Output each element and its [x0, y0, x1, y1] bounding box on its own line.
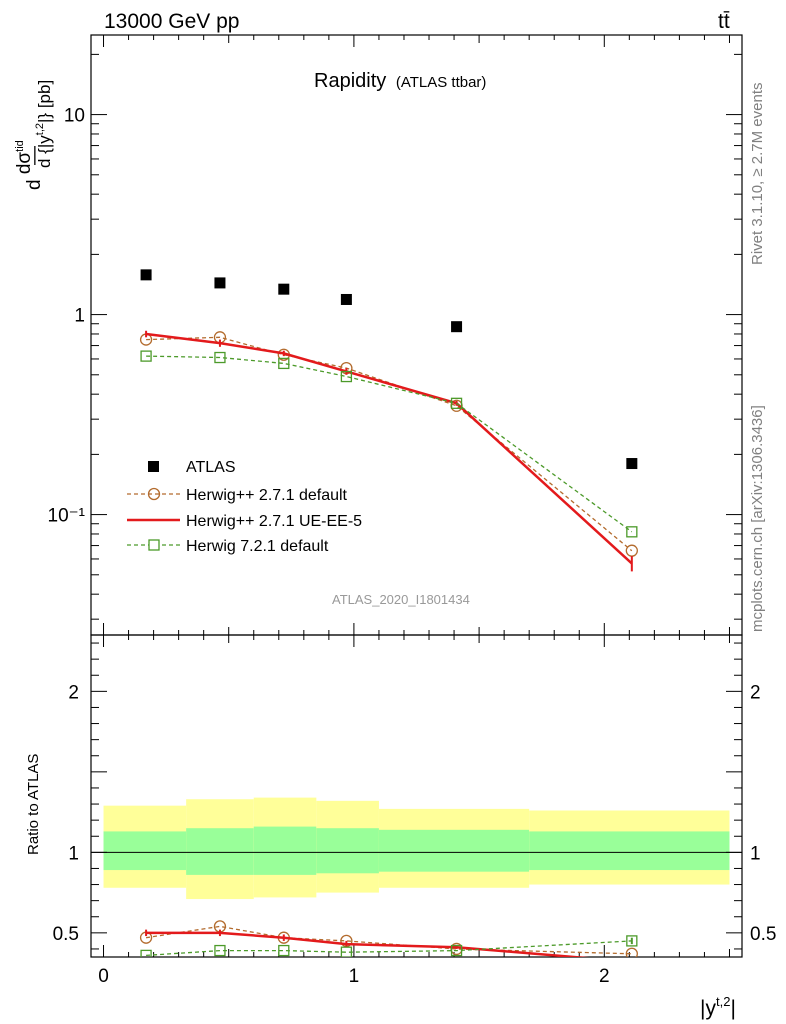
legend: ATLAS Herwig++ 2.7.1 default Herwig++ 2.… [127, 459, 362, 555]
main-line-herwig-2-7-1-ue-ee-5 [145, 332, 633, 565]
x-tick-label: 2 [599, 966, 610, 987]
legend-label-herwig-default: Herwig++ 2.7.1 default [186, 487, 348, 504]
chart-subtitle: (ATLAS ttbar) [396, 74, 487, 91]
y-tick-label-ratio-right: 2 [750, 682, 761, 703]
ratio-point-herwig-7-2-1-default [626, 935, 638, 947]
chart-title-main: Rapidity [314, 70, 386, 92]
y-tick-label-ratio: 0.5 [53, 924, 79, 945]
band-inner-bin [316, 828, 379, 874]
band-inner-bin [186, 828, 254, 875]
y-tick-label-main: 10 [64, 106, 85, 127]
band-inner-bin [378, 829, 530, 872]
y-tick-label-main: 1 [74, 306, 85, 327]
ratio-line-herwig-2-7-1-default [146, 925, 632, 955]
main-point-herwig-7-2-1-default [278, 357, 290, 370]
y-axis-label-main: d dσtid — d {|yt,2|} [pb] [7, 80, 54, 190]
y-tick-label-ratio-right: 0.5 [750, 924, 776, 945]
x-axis-label: |yt,2| [700, 994, 736, 1020]
legend-marker-atlas [148, 461, 159, 472]
y-ticks-main [91, 53, 742, 620]
main-point-herwig-7-2-1-default [450, 397, 463, 409]
main-point-herwig-7-2-1-default [626, 526, 638, 538]
y-tick-label-main: 10⁻¹ [48, 506, 86, 527]
y-ticks-ratio [91, 642, 742, 950]
main-point-atlas [214, 277, 226, 289]
ratio-series-group [139, 920, 638, 957]
main-point-herwig-7-2-1-default [214, 351, 226, 364]
y-tick-label-ratio: 1 [68, 843, 79, 864]
band-inner-bin [529, 831, 730, 871]
ratio-panel-frame [90, 634, 743, 958]
main-point-herwig-7-2-1-default [340, 370, 353, 383]
ratio-line-herwig-2-7-1-ue-ee-5 [146, 931, 589, 957]
main-point-atlas [140, 269, 152, 281]
ratio-bands [91, 797, 742, 900]
main-point-atlas [340, 293, 352, 305]
main-line-herwig-7-2-1-default [146, 355, 633, 533]
main-point-herwig-2-7-1-default [625, 544, 638, 557]
ratio-point-herwig-7-2-1-default [278, 944, 290, 957]
svg-text:d dσtid —: d dσtid — [7, 135, 45, 190]
ratio-point-herwig-7-2-1-default [450, 944, 463, 957]
legend-label-herwig-ueee5: Herwig++ 2.7.1 UE-EE-5 [186, 513, 362, 530]
band-inner-bin [103, 831, 187, 871]
y-tick-label-ratio-right: 1 [750, 843, 761, 864]
chart-title: Rapidity (ATLAS ttbar) [314, 70, 486, 92]
band-inner-bin [253, 826, 317, 875]
main-point-atlas [278, 283, 290, 295]
main-point-atlas [451, 321, 463, 333]
legend-label-atlas: ATLAS [186, 459, 236, 476]
ratio-point-herwig-7-2-1-default [140, 949, 152, 957]
svg-text:d {|yt,2|} [pb]: d {|yt,2|} [pb] [34, 80, 54, 168]
main-series-group [139, 269, 638, 572]
main-point-atlas [626, 458, 638, 470]
x-axis-label-text: |y [700, 997, 716, 1020]
ratio-point-herwig-7-2-1-default [214, 944, 226, 957]
x-tick-label: 0 [98, 966, 109, 987]
ratio-line-herwig-7-2-1-default [146, 940, 632, 957]
legend-marker-herwig7 [148, 539, 160, 551]
legend-label-herwig7: Herwig 7.2.1 default [186, 538, 329, 555]
ratio-point-herwig-2-7-1-default [625, 947, 638, 957]
ratio-y-label: Ratio to ATLAS [25, 754, 42, 855]
energy-label: 13000 GeV pp [104, 10, 239, 33]
rivet-label: Rivet 3.1.10, ≥ 2.7M events [749, 83, 766, 266]
ratio-point-herwig-7-2-1-default [340, 946, 353, 957]
analysis-id: ATLAS_2020_I1801434 [332, 592, 470, 607]
legend-marker-herwig-default [147, 487, 161, 501]
y-tick-label-ratio: 2 [68, 682, 79, 703]
process-label: tt̄ [718, 10, 730, 33]
x-tick-label: 1 [349, 966, 360, 987]
main-point-herwig-7-2-1-default [140, 350, 152, 362]
mcplots-label: mcplots.cern.ch [arXiv:1306.3436] [749, 405, 766, 632]
